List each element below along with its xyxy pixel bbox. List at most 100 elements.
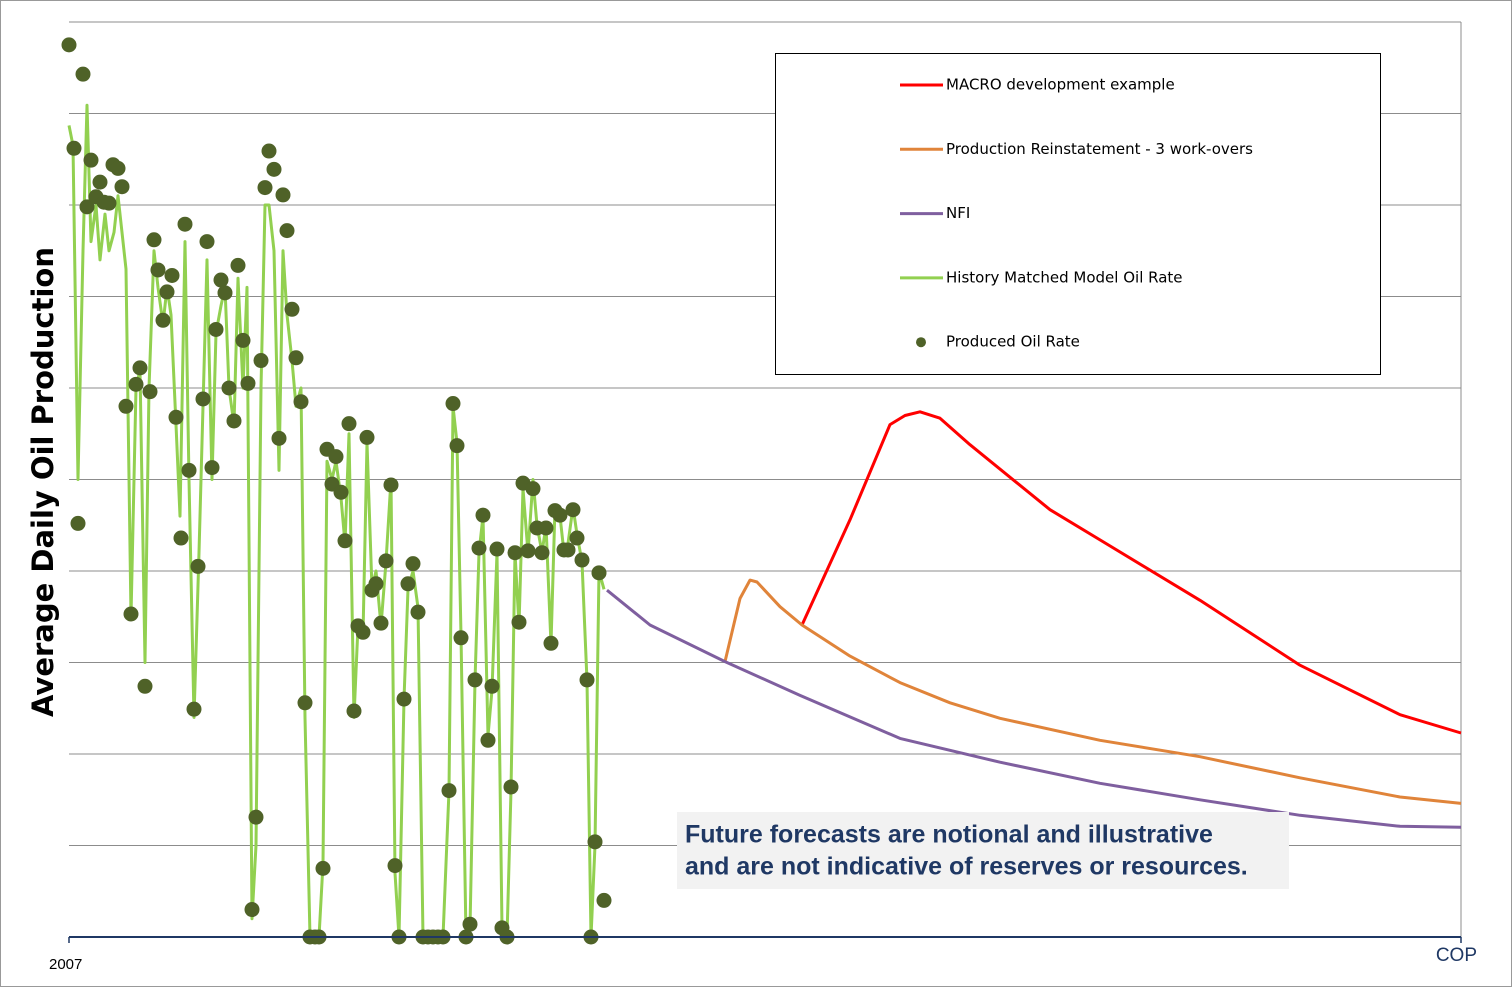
legend-label: Produced Oil Rate: [946, 333, 1080, 351]
data-point: [368, 576, 384, 592]
data-point: [186, 701, 202, 717]
data-point: [297, 695, 313, 711]
data-point: [235, 332, 251, 348]
annotation: and are not indicative of reserves or re…: [685, 853, 1248, 881]
data-point: [591, 565, 607, 581]
data-point: [177, 216, 193, 232]
data-point: [79, 199, 95, 215]
data-point: [66, 140, 82, 156]
data-point: [467, 672, 483, 688]
legend-marker: [916, 337, 926, 348]
data-point: [543, 635, 559, 651]
series-line: [800, 410, 1462, 735]
data-point: [359, 429, 375, 445]
data-point: [208, 321, 224, 337]
data-point: [565, 502, 581, 518]
data-point: [445, 396, 461, 412]
data-point: [204, 460, 220, 476]
data-point: [453, 630, 469, 646]
data-point: [333, 484, 349, 500]
series-line: [67, 103, 606, 939]
data-point: [173, 530, 189, 546]
data-point: [383, 477, 399, 493]
data-point: [587, 834, 603, 850]
data-point: [240, 375, 256, 391]
data-point: [405, 556, 421, 572]
annotation-box: [677, 812, 1289, 889]
data-point: [315, 860, 331, 876]
data-point: [137, 678, 153, 694]
data-point: [75, 66, 91, 82]
data-point: [168, 409, 184, 425]
data-point: [534, 545, 550, 561]
data-point: [284, 301, 300, 317]
data-point: [159, 284, 175, 300]
data-point: [378, 553, 394, 569]
data-point: [155, 312, 171, 328]
data-point: [132, 360, 148, 376]
data-point: [396, 691, 412, 707]
data-point: [199, 234, 215, 250]
data-point: [503, 779, 519, 795]
data-point: [257, 180, 273, 196]
data-point: [83, 152, 99, 168]
data-point: [346, 703, 362, 719]
data-point: [507, 545, 523, 561]
legend-label: NFI: [946, 204, 970, 222]
data-point: [489, 541, 505, 557]
series-line: [606, 589, 1462, 829]
data-point: [217, 285, 233, 301]
data-point: [221, 380, 237, 396]
plot-lines: [67, 103, 1462, 939]
data-point: [164, 267, 180, 283]
data-point: [248, 809, 264, 825]
data-point: [525, 481, 541, 497]
data-point: [520, 543, 536, 559]
data-point: [266, 161, 282, 177]
data-point: [341, 416, 357, 432]
legend-box: [775, 53, 1381, 375]
data-point: [574, 552, 590, 568]
data-point: [128, 376, 144, 392]
data-point: [61, 37, 77, 53]
data-point: [441, 783, 457, 799]
data-point: [70, 515, 86, 531]
data-point: [142, 384, 158, 400]
legend-label: Production Reinstatement - 3 work-overs: [946, 140, 1253, 158]
legend-label: MACRO development example: [946, 76, 1175, 94]
data-point: [114, 179, 130, 195]
data-point: [279, 223, 295, 239]
data-point: [123, 606, 139, 622]
data-point: [261, 143, 277, 159]
data-point: [410, 604, 426, 620]
data-point: [355, 624, 371, 640]
data-point: [195, 391, 211, 407]
data-point: [244, 902, 260, 918]
x-tick-label: 2007: [49, 956, 82, 973]
data-point: [560, 542, 576, 558]
data-point: [552, 507, 568, 523]
data-point: [213, 272, 229, 288]
data-point: [484, 678, 500, 694]
data-point: [92, 174, 108, 190]
data-point: [462, 916, 478, 932]
data-point: [387, 858, 403, 874]
series-line: [723, 578, 1462, 805]
data-point: [480, 732, 496, 748]
data-point: [293, 394, 309, 410]
axes: 2007 COP: [49, 936, 1477, 973]
data-point: [253, 353, 269, 369]
data-point: [101, 195, 117, 211]
x-tick-label: COP: [1436, 945, 1477, 966]
data-point: [146, 232, 162, 248]
data-point: [275, 187, 291, 203]
data-point: [579, 672, 595, 688]
data-point: [118, 398, 134, 414]
data-point: [449, 438, 465, 454]
data-point: [181, 462, 197, 478]
data-point: [471, 540, 487, 556]
data-point: [230, 257, 246, 273]
data-point: [226, 413, 242, 429]
legend: MACRO development example Production Rein…: [900, 76, 1253, 351]
